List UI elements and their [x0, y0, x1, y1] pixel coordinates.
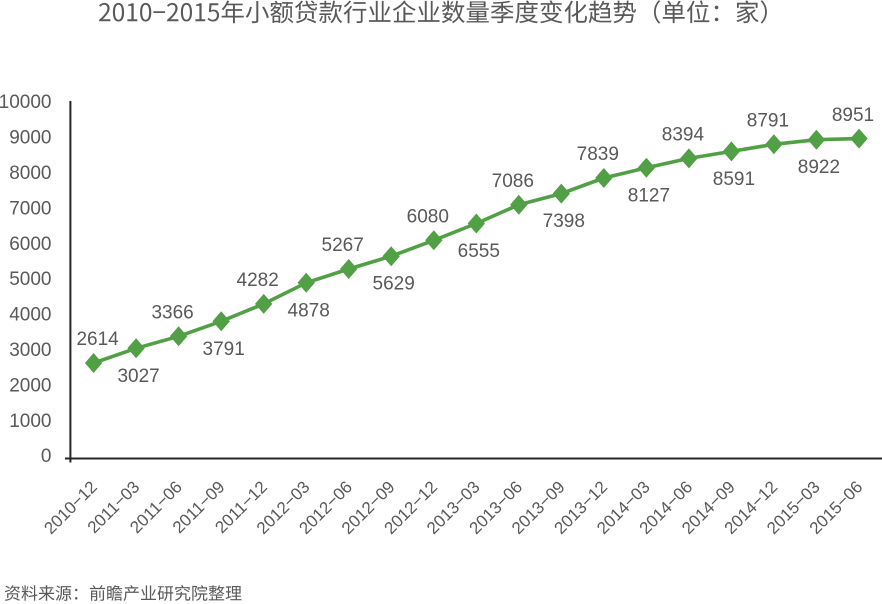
svg-text:8791: 8791	[747, 111, 789, 132]
svg-text:7398: 7398	[543, 211, 585, 232]
svg-text:6080: 6080	[407, 207, 449, 228]
svg-text:4878: 4878	[288, 300, 330, 321]
svg-text:3366: 3366	[151, 303, 193, 324]
svg-text:3000: 3000	[9, 340, 51, 361]
svg-text:7839: 7839	[577, 144, 619, 165]
svg-text:1000: 1000	[9, 411, 51, 432]
svg-text:8591: 8591	[713, 169, 755, 190]
svg-text:8922: 8922	[798, 157, 840, 178]
svg-text:7000: 7000	[9, 198, 51, 219]
svg-text:7086: 7086	[492, 171, 534, 192]
svg-text:8951: 8951	[832, 105, 874, 126]
svg-text:8127: 8127	[628, 185, 670, 206]
svg-text:5267: 5267	[322, 235, 364, 256]
svg-text:2000: 2000	[9, 375, 51, 396]
svg-text:5629: 5629	[373, 274, 415, 295]
svg-text:8394: 8394	[662, 125, 705, 146]
svg-text:3791: 3791	[203, 339, 245, 360]
svg-text:3027: 3027	[117, 366, 159, 387]
svg-text:2614: 2614	[76, 329, 119, 350]
svg-text:4000: 4000	[9, 305, 51, 326]
svg-text:5000: 5000	[9, 269, 51, 290]
svg-text:8000: 8000	[9, 163, 51, 184]
svg-text:10000: 10000	[0, 92, 52, 113]
svg-text:9000: 9000	[9, 128, 51, 149]
svg-text:6000: 6000	[9, 234, 51, 255]
svg-text:4282: 4282	[237, 270, 279, 291]
svg-text:0: 0	[41, 446, 52, 467]
svg-text:6555: 6555	[458, 241, 500, 262]
